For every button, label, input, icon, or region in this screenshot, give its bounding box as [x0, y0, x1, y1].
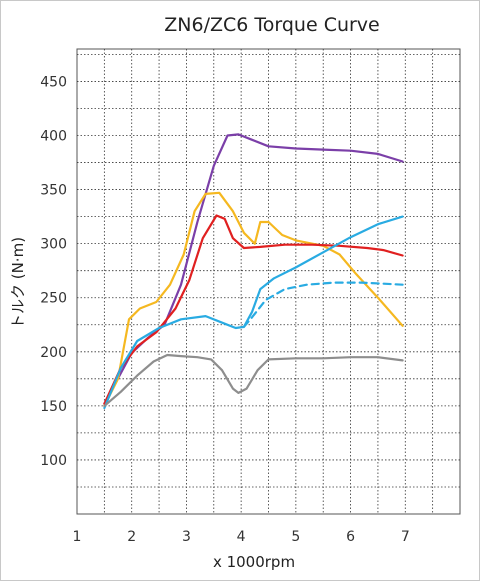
x-tick-label: 1 [73, 529, 82, 545]
y-tick-label: 200 [40, 345, 67, 361]
y-tick-label: 300 [40, 237, 67, 253]
grid-lines [77, 49, 460, 514]
chart-title: ZN6/ZC6 Torque Curve [164, 14, 380, 36]
x-tick-label: 7 [401, 529, 410, 545]
series-line-6 [103, 353, 404, 407]
y-tick-label: 100 [40, 453, 67, 469]
x-tick-label: 4 [237, 529, 246, 545]
y-tick-label: 350 [40, 183, 67, 199]
series-line-3 [103, 214, 404, 405]
y-tick-labels: 100 150 200 250 300 350 400 450 [40, 74, 67, 468]
x-tick-labels: 1 2 3 4 5 6 7 [73, 529, 410, 545]
series-line-5 [242, 281, 404, 328]
series-group [103, 133, 404, 410]
y-tick-label: 150 [40, 399, 67, 415]
y-tick-label: 250 [40, 291, 67, 307]
y-axis-label: トルク (N·m) [9, 237, 27, 329]
x-axis-label: x 1000rpm [213, 553, 295, 571]
x-tick-label: 3 [182, 529, 191, 545]
x-tick-label: 5 [291, 529, 300, 545]
series-line-2 [103, 191, 404, 407]
y-tick-label: 450 [40, 74, 67, 90]
y-tick-label: 400 [40, 129, 67, 145]
x-tick-label: 2 [127, 529, 136, 545]
x-tick-label: 6 [346, 529, 355, 545]
